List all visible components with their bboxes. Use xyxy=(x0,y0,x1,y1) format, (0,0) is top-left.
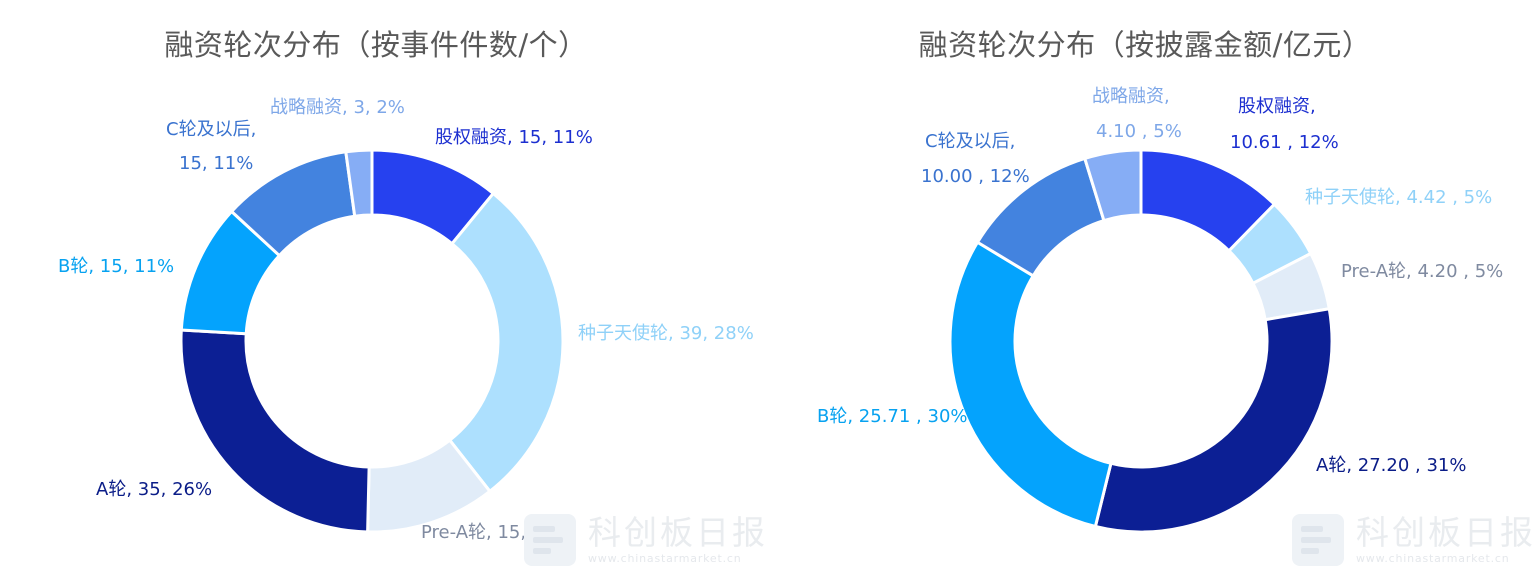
label-series-c-plus-count-value: 15, 11% xyxy=(179,153,254,174)
label-equity-financing-amount-name: 股权融资, xyxy=(1238,96,1316,117)
slice-series-b-amount xyxy=(948,240,1113,528)
label-strategic-financing-amount-value: 4.10 , 5% xyxy=(1096,121,1182,142)
label-pre-a-amount: Pre-A轮, 4.20 , 5% xyxy=(1341,261,1504,282)
label-equity-financing-count: 股权融资, 15, 11% xyxy=(435,127,593,148)
watermark-logo-icon xyxy=(1292,514,1344,566)
label-seed-angel-count: 种子天使轮, 39, 28% xyxy=(578,323,754,344)
watermark-url: www.chinastarmarket.cn xyxy=(588,551,742,565)
label-series-b-count: B轮, 15, 11% xyxy=(58,256,175,277)
watermark-url: www.chinastarmarket.cn xyxy=(1356,551,1510,565)
label-series-a-count: A轮, 35, 26% xyxy=(96,479,213,500)
label-seed-angel-amount: 种子天使轮, 4.42 , 5% xyxy=(1305,187,1493,208)
slice-seed-angel-count xyxy=(448,191,565,493)
watermark-brand: 科创板日报 xyxy=(588,513,768,553)
chart-title-by-amount: 融资轮次分布（按披露金额/亿元） xyxy=(918,28,1372,62)
label-series-c-plus-count-name: C轮及以后, xyxy=(166,119,257,140)
slice-series-a-amount xyxy=(1093,307,1334,534)
label-equity-financing-amount-value: 10.61 , 12% xyxy=(1230,132,1339,153)
label-series-c-plus-amount-name: C轮及以后, xyxy=(925,131,1016,152)
slice-strategic-financing-count xyxy=(344,148,374,218)
label-series-c-plus-amount-value: 10.00 , 12% xyxy=(921,166,1030,187)
chart-title-by-count: 融资轮次分布（按事件件数/个） xyxy=(164,28,588,62)
label-series-b-amount: B轮, 25.71 , 30% xyxy=(817,406,968,427)
label-strategic-financing-amount-name: 战略融资, xyxy=(1092,86,1170,107)
watermark-brand: 科创板日报 xyxy=(1356,513,1536,553)
watermark-logo-icon xyxy=(524,514,576,566)
slice-series-a-count xyxy=(179,328,371,534)
watermark-right: 科创板日报 www.chinastarmarket.cn xyxy=(1292,514,1536,566)
label-strategic-financing-count: 战略融资, 3, 2% xyxy=(270,97,405,118)
watermark-left: 科创板日报 www.chinastarmarket.cn xyxy=(524,514,768,566)
label-series-a-amount: A轮, 27.20 , 31% xyxy=(1316,455,1467,476)
slice-strategic-financing-amount xyxy=(1083,148,1143,223)
